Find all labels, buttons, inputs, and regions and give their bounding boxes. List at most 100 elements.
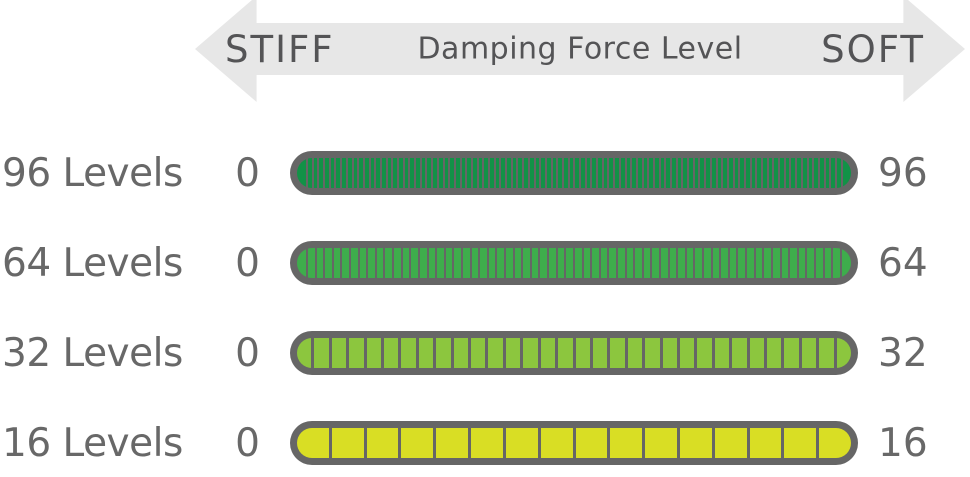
level-segment	[495, 158, 500, 188]
level-segment	[694, 158, 699, 188]
level-segment	[514, 248, 522, 278]
level-segment	[747, 248, 754, 278]
level-segment	[445, 248, 453, 278]
level-segment	[308, 248, 315, 278]
level-segment	[404, 158, 409, 188]
level-segment	[541, 158, 545, 188]
row-min-value: 0	[235, 240, 260, 286]
level-segment	[575, 338, 590, 368]
level-segment	[706, 158, 710, 188]
level-segment	[385, 248, 393, 278]
stiff-label: STIFF	[225, 27, 335, 71]
level-segment	[679, 428, 712, 458]
row-max-value: 64	[878, 240, 928, 286]
level-segment	[472, 158, 477, 188]
level-segment	[575, 158, 579, 188]
level-segment	[802, 158, 807, 188]
level-segment	[734, 158, 739, 188]
level-segment	[518, 158, 523, 188]
level-segment	[467, 158, 471, 188]
level-segment	[660, 158, 665, 188]
level-segment	[478, 158, 483, 188]
level-segment	[751, 158, 756, 188]
row-label: 32 Levels	[2, 330, 183, 376]
level-row: 96 Levels 0 96	[2, 151, 970, 195]
level-segment	[643, 248, 651, 278]
level-segment	[652, 248, 659, 278]
level-segment	[437, 248, 444, 278]
level-segment	[784, 428, 817, 458]
level-segment	[471, 338, 486, 368]
level-segment	[581, 158, 585, 188]
level-segment	[781, 248, 789, 278]
level-segment	[557, 248, 565, 278]
level-segment	[666, 158, 670, 188]
level-segment	[342, 248, 350, 278]
soft-label: SOFT	[821, 27, 925, 71]
level-segment	[455, 158, 460, 188]
level-segment	[411, 248, 418, 278]
level-segment	[471, 248, 479, 278]
row-label: 96 Levels	[2, 150, 183, 196]
level-segment	[645, 338, 660, 368]
row-max-value: 32	[878, 330, 928, 376]
level-segment	[764, 248, 771, 278]
level-segment	[416, 158, 420, 188]
level-segment	[729, 248, 737, 278]
level-segment	[401, 428, 434, 458]
level-segment	[393, 158, 397, 188]
level-segment	[609, 158, 614, 188]
level-segment	[815, 248, 823, 278]
level-segment	[349, 338, 364, 368]
level-segment	[351, 248, 358, 278]
level-segment	[297, 248, 306, 278]
level-segment	[714, 428, 747, 458]
level-segment	[632, 158, 636, 188]
level-segment	[540, 248, 548, 278]
level-segment	[745, 158, 750, 188]
level-bar-track	[297, 338, 851, 368]
level-segment	[626, 158, 631, 188]
level-segment	[342, 158, 346, 188]
level-segment	[297, 428, 329, 458]
level-segment	[384, 338, 399, 368]
level-segment	[808, 158, 813, 188]
level-segment	[797, 158, 801, 188]
level-segment	[819, 338, 834, 368]
level-segment	[814, 158, 818, 188]
level-segment	[535, 158, 540, 188]
level-segment	[615, 158, 619, 188]
level-segment	[654, 158, 659, 188]
level-bar	[290, 151, 858, 195]
level-segment	[610, 428, 643, 458]
row-min-value: 0	[235, 330, 260, 376]
level-segment	[732, 338, 747, 368]
level-segment	[454, 248, 461, 278]
level-segment	[366, 338, 382, 368]
level-segment	[637, 158, 642, 188]
level-segment	[592, 158, 597, 188]
level-segment	[660, 248, 668, 278]
level-segment	[712, 248, 720, 278]
level-segment	[438, 158, 443, 188]
level-segment	[723, 158, 727, 188]
level-segment	[325, 248, 332, 278]
level-segment	[381, 158, 386, 188]
level-segment	[738, 248, 746, 278]
level-segment	[772, 248, 780, 278]
level-segment	[330, 158, 335, 188]
level-segment	[421, 158, 426, 188]
level-segment	[333, 248, 341, 278]
level-segment	[575, 428, 608, 458]
level-segment	[347, 158, 352, 188]
level-segment	[592, 248, 599, 278]
level-segment	[780, 158, 784, 188]
level-segment	[540, 428, 573, 458]
level-segment	[609, 248, 616, 278]
level-segment	[314, 338, 329, 368]
level-segment	[353, 158, 358, 188]
level-segment	[790, 248, 797, 278]
level-rows: 96 Levels 0 96 64 Levels 0 64 32 Levels …	[2, 151, 970, 465]
level-segment	[755, 248, 763, 278]
level-segment	[749, 428, 782, 458]
